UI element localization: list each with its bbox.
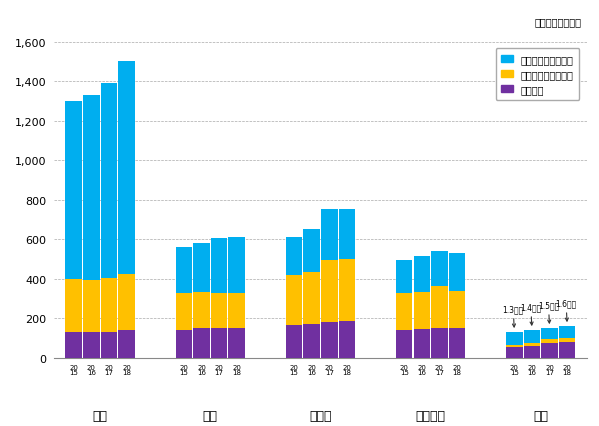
Bar <box>506 345 522 347</box>
Bar <box>449 328 465 358</box>
Bar <box>524 330 540 344</box>
Bar <box>338 259 355 321</box>
Bar <box>431 252 447 286</box>
Bar <box>541 340 558 343</box>
Bar <box>211 239 228 294</box>
Bar <box>211 294 228 329</box>
Bar <box>83 280 99 332</box>
Bar <box>506 332 522 345</box>
Text: 日本: 日本 <box>533 409 548 422</box>
Bar <box>83 96 99 280</box>
Text: 1.6億円: 1.6億円 <box>555 299 577 321</box>
Text: 米国: 米国 <box>93 409 108 422</box>
Bar <box>559 342 576 358</box>
Bar <box>303 324 320 358</box>
Bar <box>176 330 192 358</box>
Bar <box>176 294 192 330</box>
Bar <box>101 332 117 358</box>
Bar <box>321 210 338 260</box>
Bar <box>524 346 540 358</box>
Bar <box>286 276 302 325</box>
Bar <box>449 253 465 291</box>
Bar <box>176 248 192 294</box>
Text: 1.3億円: 1.3億円 <box>503 305 524 327</box>
Bar <box>338 209 355 259</box>
Bar <box>321 260 338 322</box>
Bar <box>303 273 320 324</box>
Bar <box>228 329 245 358</box>
Bar <box>303 229 320 273</box>
Bar <box>65 102 82 279</box>
Bar <box>228 294 245 329</box>
Bar <box>431 329 447 358</box>
Bar <box>119 62 135 274</box>
Bar <box>101 84 117 278</box>
Bar <box>193 243 210 292</box>
Bar <box>413 292 430 329</box>
Bar <box>541 343 558 358</box>
Bar <box>321 322 338 358</box>
Bar <box>541 328 558 340</box>
Bar <box>559 338 576 342</box>
Bar <box>506 347 522 358</box>
Bar <box>396 294 413 330</box>
Bar <box>65 332 82 358</box>
Legend: 長期インセンティブ, 年次インセンティブ, 基本報酬: 長期インセンティブ, 年次インセンティブ, 基本報酬 <box>495 49 579 100</box>
Bar <box>449 291 465 328</box>
Bar <box>83 332 99 358</box>
Bar <box>65 279 82 332</box>
Bar <box>396 260 413 294</box>
Bar <box>211 329 228 358</box>
Bar <box>396 330 413 358</box>
Bar <box>101 278 117 332</box>
Bar <box>286 237 302 276</box>
Text: 1.5億円: 1.5億円 <box>538 301 559 323</box>
Text: フランス: フランス <box>416 409 446 422</box>
Bar <box>193 292 210 329</box>
Bar <box>338 321 355 358</box>
Text: 英国: 英国 <box>203 409 218 422</box>
Bar <box>286 325 302 358</box>
Bar <box>559 326 576 338</box>
Bar <box>228 237 245 294</box>
Bar <box>193 329 210 358</box>
Text: ドイツ: ドイツ <box>309 409 332 422</box>
Bar <box>413 329 430 358</box>
Bar <box>524 344 540 346</box>
Bar <box>413 257 430 292</box>
Bar <box>431 286 447 329</box>
Bar <box>119 274 135 330</box>
Bar <box>119 330 135 358</box>
Text: 1.4億円: 1.4億円 <box>520 302 541 325</box>
Text: （単位：百万円）: （単位：百万円） <box>534 17 581 27</box>
